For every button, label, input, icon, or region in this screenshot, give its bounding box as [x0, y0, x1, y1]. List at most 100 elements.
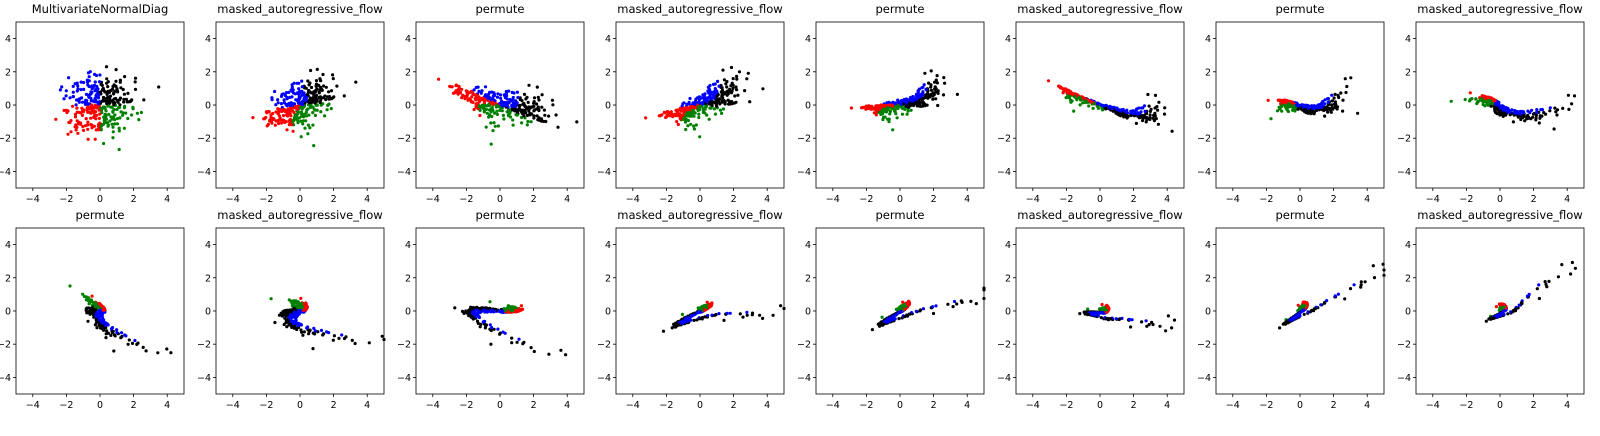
data-point [914, 93, 919, 97]
data-point [295, 105, 299, 109]
data-point [90, 87, 94, 91]
data-point [554, 113, 558, 117]
data-point [692, 318, 696, 322]
y-tick-label: −4 [0, 167, 11, 178]
data-point [1119, 114, 1123, 118]
data-point [507, 304, 511, 309]
data-point [481, 96, 485, 100]
data-point [290, 89, 294, 93]
data-point [104, 321, 108, 325]
data-point [281, 108, 285, 112]
chart-panel: −4 −2 0 2 4 −4 −2 0 2 4 masked_autoregressive_flow [997, 0, 1200, 210]
data-point [133, 87, 138, 91]
data-point [886, 106, 890, 110]
data-point [1115, 107, 1119, 111]
data-point [690, 108, 695, 113]
data-point [367, 341, 371, 345]
data-point [88, 301, 92, 305]
data-point [102, 141, 106, 146]
data-point [327, 90, 331, 94]
data-point [936, 103, 940, 108]
data-point [528, 113, 532, 117]
data-point [290, 83, 294, 87]
data-point [90, 123, 94, 127]
data-point [1325, 97, 1329, 101]
x-tick-label: −2 [659, 400, 673, 411]
chart-title: permute [75, 208, 125, 222]
chart-title: masked_autoregressive_flow [617, 2, 783, 16]
data-point [293, 311, 297, 315]
data-point [278, 116, 282, 120]
data-point [725, 80, 729, 84]
data-point [273, 89, 277, 94]
y-tick-label: −2 [197, 134, 211, 145]
data-point [62, 97, 66, 101]
chart-panel: −4 −2 0 2 4 −4 −2 0 2 4 masked_autoregressive_flow [197, 0, 400, 210]
data-point [476, 309, 480, 313]
data-point [64, 108, 69, 112]
x-tick-label: −4 [626, 400, 640, 411]
data-point [1101, 104, 1105, 108]
x-tick-label: 4 [1164, 194, 1170, 205]
chart-title: masked_autoregressive_flow [217, 2, 383, 16]
data-point [502, 117, 506, 121]
y-tick-label: 0 [5, 101, 11, 112]
data-point [126, 116, 130, 121]
data-point [890, 107, 894, 111]
data-point [1330, 93, 1334, 97]
data-point [1553, 106, 1557, 110]
data-point [723, 100, 727, 104]
data-point [470, 95, 474, 99]
data-point [112, 97, 117, 101]
data-point [84, 307, 88, 311]
data-point [657, 114, 661, 118]
data-point [849, 106, 853, 110]
data-point [97, 323, 101, 327]
x-tick-label: 0 [697, 194, 703, 205]
data-point [87, 95, 91, 99]
x-tick-label: 0 [1097, 194, 1103, 205]
data-point [878, 321, 882, 325]
data-point [1341, 98, 1345, 102]
data-point [489, 142, 493, 146]
data-point [474, 98, 478, 102]
data-point [513, 103, 517, 108]
data-point [871, 107, 875, 111]
data-point [461, 93, 465, 97]
chart-title: MultivariateNormalDiag [31, 2, 169, 16]
data-point [901, 300, 905, 304]
data-point [518, 97, 522, 102]
data-point [85, 99, 89, 103]
data-point [955, 302, 959, 306]
data-point [122, 106, 127, 110]
y-tick-label: 4 [205, 240, 211, 251]
data-point [532, 96, 537, 100]
y-tick-label: 4 [5, 34, 11, 45]
data-point [124, 111, 128, 115]
data-point [906, 98, 910, 102]
data-point [498, 309, 502, 313]
data-point [308, 103, 312, 107]
data-point [284, 109, 288, 114]
data-point [309, 85, 314, 90]
data-point [1148, 113, 1152, 117]
data-point [169, 351, 173, 355]
data-point [79, 111, 83, 115]
y-tick-label: 0 [1405, 101, 1411, 112]
data-point [478, 108, 482, 112]
data-point [469, 100, 473, 104]
y-tick-label: −4 [197, 373, 211, 384]
data-point [731, 86, 735, 90]
data-point [97, 308, 101, 312]
data-point [701, 93, 705, 97]
chart-panel: −4 −2 0 2 4 −4 −2 0 2 4 permute [797, 206, 1000, 416]
x-tick-label: 2 [931, 400, 937, 411]
data-point [133, 80, 137, 84]
data-point [465, 94, 469, 98]
data-point [75, 106, 79, 110]
data-point [117, 126, 121, 130]
data-point [105, 329, 109, 333]
data-point [1288, 105, 1292, 109]
